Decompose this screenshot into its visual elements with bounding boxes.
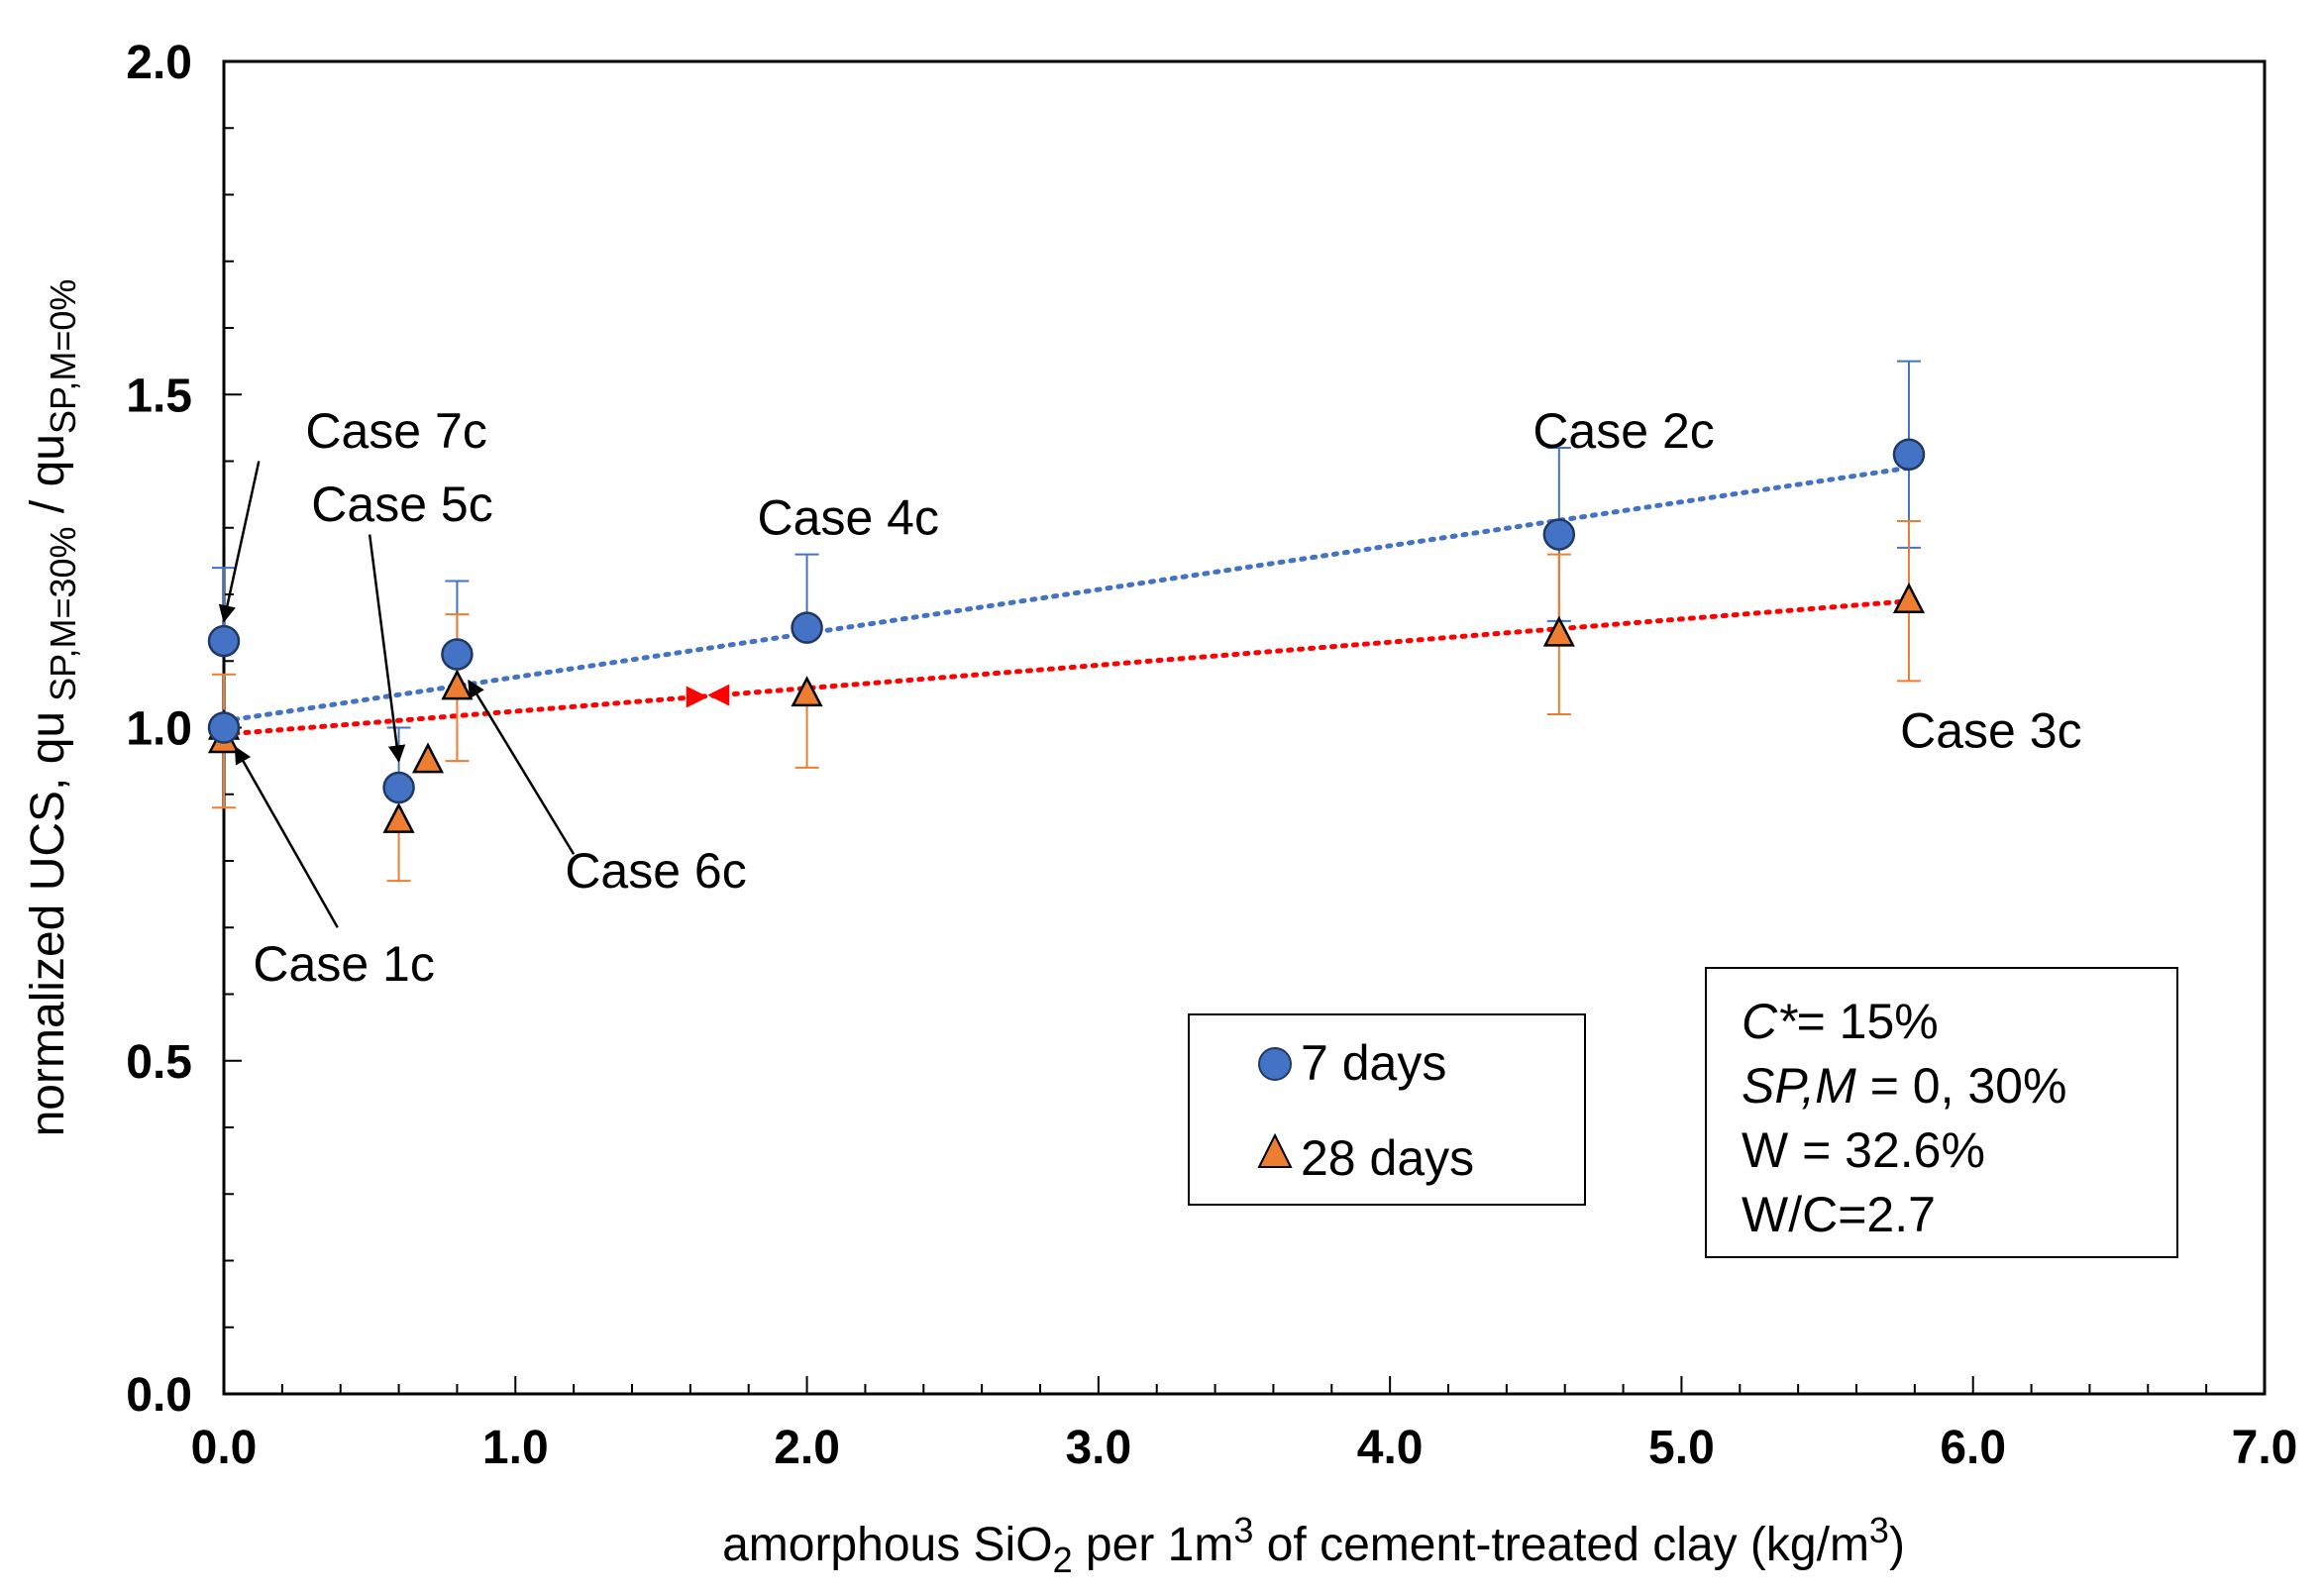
x-axis-title: amorphous SiO2 per 1m3 of cement-treated… bbox=[722, 1510, 1905, 1580]
info-line-w: W = 32.6% bbox=[1742, 1122, 1985, 1178]
x-tick-label: 4.0 bbox=[1357, 1422, 1424, 1474]
y-tick-label: 0.0 bbox=[126, 1369, 192, 1422]
y-tick-label: 1.5 bbox=[126, 370, 192, 422]
x-tick-label: 2.0 bbox=[774, 1422, 840, 1474]
x-tick-label: 3.0 bbox=[1065, 1422, 1131, 1474]
y-title-pre: normalized UCS, qu bbox=[22, 711, 74, 1137]
label-case-4c: Case 4c bbox=[758, 489, 939, 545]
point-7days bbox=[207, 624, 241, 658]
point-7days bbox=[1892, 438, 1926, 472]
info-cstar-symbol: C* bbox=[1742, 994, 1798, 1049]
label-case-6c: Case 6c bbox=[565, 843, 746, 899]
point-7days bbox=[441, 638, 474, 671]
y-title-sub1: SP,M=30% bbox=[43, 526, 83, 710]
y-title-mid: / qu bbox=[22, 434, 74, 526]
info-line-wc: W/C=2.7 bbox=[1742, 1187, 1936, 1242]
x-tick-label: 1.0 bbox=[482, 1422, 549, 1474]
info-cstar-value: = 15% bbox=[1797, 994, 1939, 1049]
point-28days bbox=[1892, 583, 1926, 613]
info-line-cstar: C*= 15% bbox=[1742, 994, 1939, 1049]
x-title-sup2: 3 bbox=[1869, 1510, 1889, 1550]
info-spm-symbol: SP,M bbox=[1742, 1058, 1856, 1114]
x-title-post: of cement-treated clay (kg/m bbox=[1253, 1519, 1869, 1571]
y-tick-label: 2.0 bbox=[126, 37, 192, 89]
y-title-sub2: SP,M=0% bbox=[43, 279, 83, 434]
legend-marker-28days bbox=[1257, 1132, 1293, 1168]
point-28days bbox=[382, 801, 415, 833]
y-tick-label: 1.0 bbox=[126, 703, 192, 756]
arrow-case-5c bbox=[368, 534, 406, 763]
trendline-28days bbox=[221, 598, 1912, 737]
x-tick-label: 6.0 bbox=[1940, 1422, 2006, 1474]
x-title-sup1: 3 bbox=[1233, 1510, 1253, 1550]
arrow-case-1c bbox=[234, 746, 339, 928]
x-tick-label: 7.0 bbox=[2232, 1422, 2298, 1474]
y-axis-title: normalized UCS, qu SP,M=30% / quSP,M=0% bbox=[22, 279, 83, 1137]
trendlines-layer bbox=[221, 465, 1912, 737]
info-spm-value: = 0, 30% bbox=[1856, 1058, 2067, 1114]
label-case-3c: Case 3c bbox=[1900, 703, 2081, 759]
trend-marker bbox=[707, 684, 730, 706]
label-case-1c: Case 1c bbox=[253, 936, 434, 992]
label-case-5c: Case 5c bbox=[311, 477, 492, 532]
point-28days bbox=[411, 742, 445, 774]
ticks-layer: 0.0 1.0 2.0 3.0 4.0 5.0 6.0 7.0 0.0 0.5 1.0 1.5 2.0 bbox=[126, 37, 2297, 1474]
point-7days bbox=[791, 611, 823, 644]
x-title-mid: per 1m bbox=[1073, 1519, 1234, 1571]
point-28days bbox=[441, 669, 474, 700]
legend-label-7days: 7 days bbox=[1301, 1035, 1446, 1091]
info-line-spm: SP,M = 0, 30% bbox=[1742, 1058, 2066, 1114]
x-title-sub: 2 bbox=[1053, 1540, 1073, 1580]
y-tick-label: 0.5 bbox=[126, 1036, 192, 1089]
trendline-7days bbox=[221, 465, 1912, 724]
legend-marker-7days bbox=[1258, 1047, 1292, 1081]
label-case-2c: Case 2c bbox=[1532, 403, 1714, 459]
point-7days bbox=[207, 711, 241, 744]
annotations-layer: Case 7c Case 5c Case 4c Case 2c Case 3c Case … bbox=[218, 403, 2082, 992]
point-7days bbox=[1542, 518, 1576, 551]
x-tick-label: 5.0 bbox=[1648, 1422, 1715, 1474]
point-7days bbox=[382, 771, 415, 804]
legend-label-28days: 28 days bbox=[1301, 1130, 1474, 1186]
info-box: C*= 15% SP,M = 0, 30% W = 32.6% W/C=2.7 bbox=[1705, 967, 2178, 1258]
info-box-frame bbox=[1705, 967, 2178, 1258]
arrow-case-7c bbox=[218, 461, 261, 623]
x-tick-label: 0.0 bbox=[191, 1422, 258, 1474]
label-case-7c: Case 7c bbox=[305, 403, 486, 459]
x-title-end: ) bbox=[1889, 1519, 1905, 1571]
legend-box bbox=[1188, 1013, 1586, 1206]
legend: 7 days 28 days bbox=[1188, 1013, 1586, 1206]
point-28days bbox=[791, 676, 823, 707]
x-title-pre: amorphous SiO bbox=[722, 1519, 1053, 1571]
point-28days bbox=[1542, 615, 1575, 647]
points-layer bbox=[207, 438, 1926, 833]
trend-marker bbox=[686, 686, 708, 708]
arrow-case-6c bbox=[468, 679, 576, 855]
